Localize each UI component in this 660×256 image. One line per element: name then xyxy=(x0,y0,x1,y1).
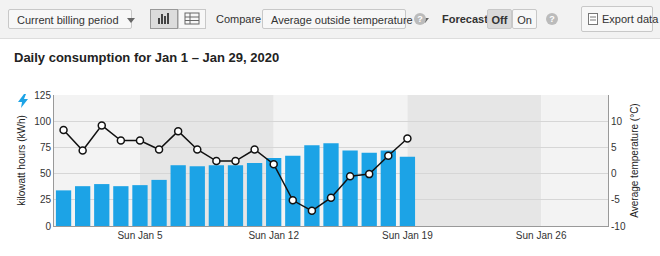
html-text:Average outside temperature ?: Average outside temperature ? xyxy=(271,14,423,26)
html-text:Forecast Off: Forecast Off xyxy=(442,13,508,26)
html-text:Current billing period: Current billing period xyxy=(17,14,119,26)
html-text:Export data: Export data xyxy=(602,13,659,25)
svg-text:Sun Jan 12: Sun Jan 12 xyxy=(248,230,299,241)
html-text:Daily consumption for Jan 1 –: Daily consumption for Jan 1 – Jan 29, 20… xyxy=(14,50,280,65)
svg-text:0: 0 xyxy=(611,168,617,179)
svg-text:25: 25 xyxy=(40,194,52,205)
svg-text:-5: -5 xyxy=(611,194,620,205)
svg-text:125: 125 xyxy=(34,90,51,101)
svg-text:Sun Jan 19: Sun Jan 19 xyxy=(382,230,433,241)
svg-text:10: 10 xyxy=(611,116,623,127)
svg-text:Sun Jan 5: Sun Jan 5 xyxy=(117,230,162,241)
html-text:On: On xyxy=(517,14,532,26)
svg-text:Sun Jan 26: Sun Jan 26 xyxy=(516,230,567,241)
svg-text:75: 75 xyxy=(40,142,52,153)
svg-text:0: 0 xyxy=(45,221,51,232)
svg-text:100: 100 xyxy=(34,116,51,127)
svg-text:50: 50 xyxy=(40,168,52,179)
html-text:Compare: Compare xyxy=(216,13,262,25)
svg-text:-10: -10 xyxy=(611,221,626,232)
svg-text:5: 5 xyxy=(611,142,617,153)
svg-text:kilowatt hours (kWh): kilowatt hours (kWh) xyxy=(16,115,27,206)
svg-text:Average temperature (°C): Average temperature (°C) xyxy=(629,103,640,217)
